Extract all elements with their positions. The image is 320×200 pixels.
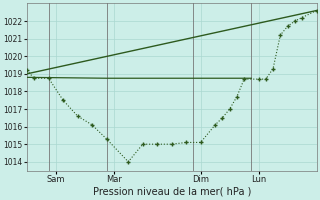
- X-axis label: Pression niveau de la mer( hPa ): Pression niveau de la mer( hPa ): [92, 187, 251, 197]
